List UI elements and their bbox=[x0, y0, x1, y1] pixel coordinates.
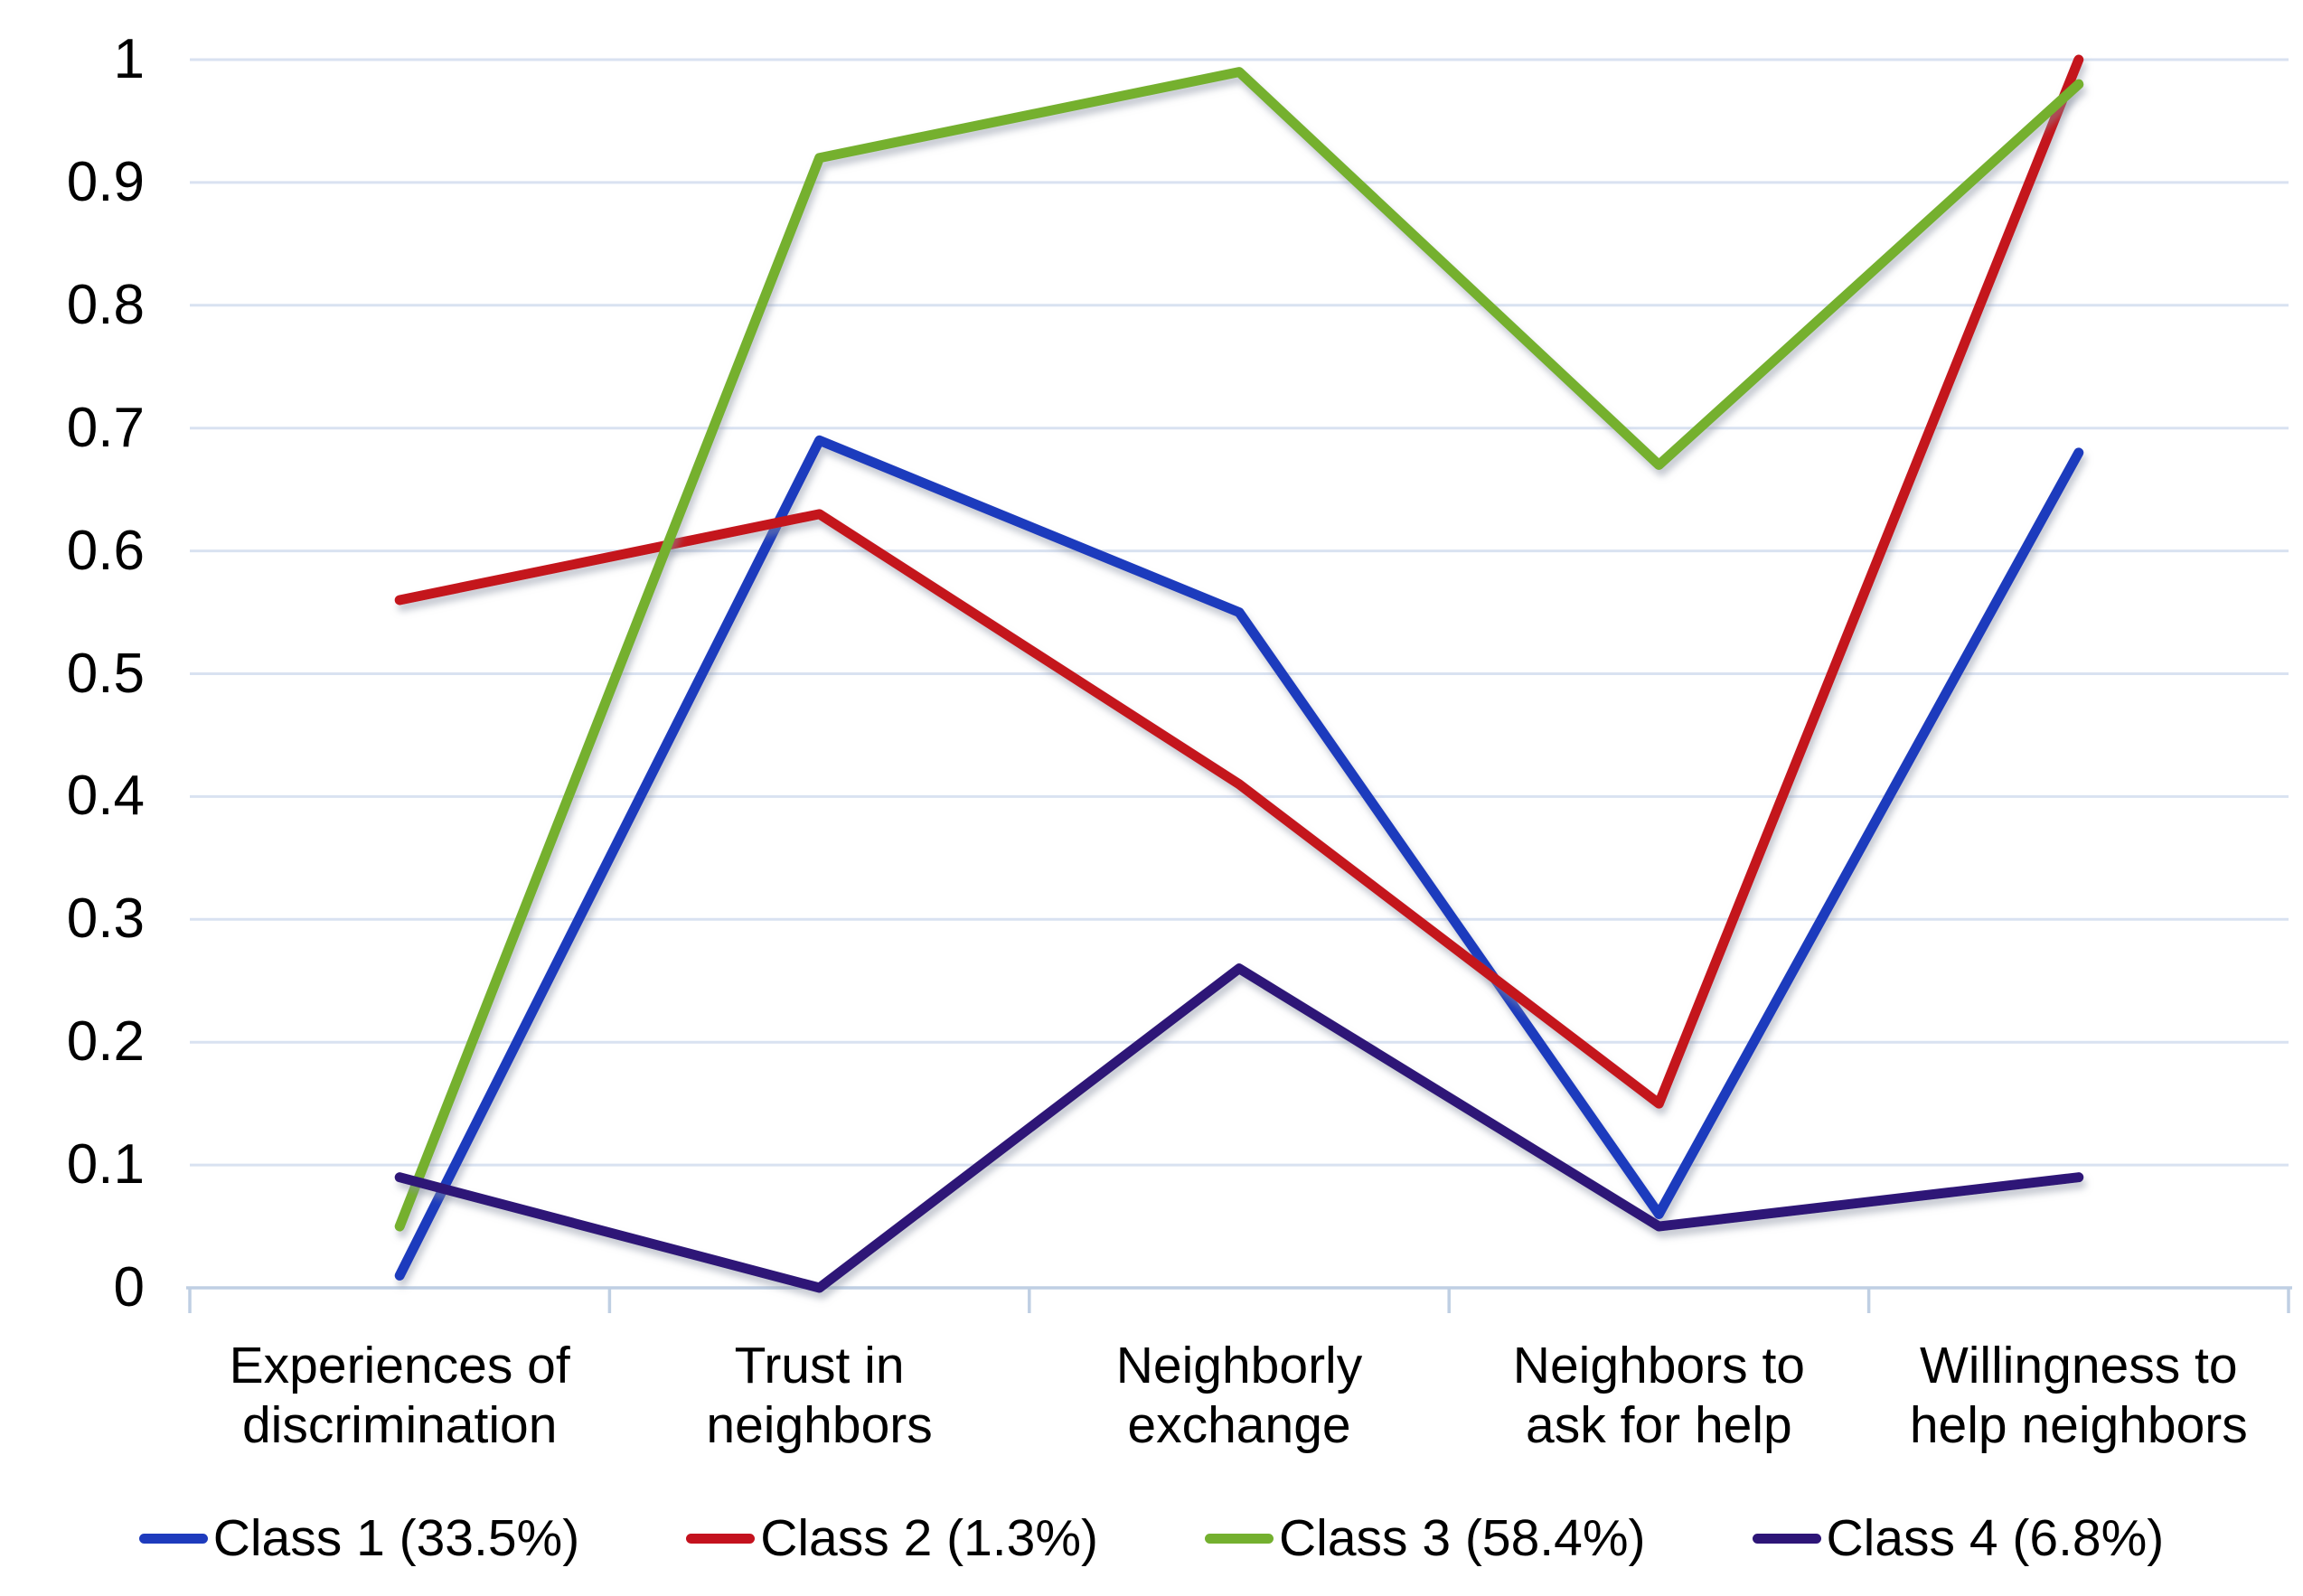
legend-label: Class 2 (1.3%) bbox=[760, 1509, 1098, 1567]
y-tick-label: 0.4 bbox=[66, 765, 145, 828]
legend-label: Class 4 (6.8%) bbox=[1826, 1509, 2165, 1567]
y-tick-label: 0.5 bbox=[66, 642, 145, 705]
legend-swatch bbox=[138, 1533, 208, 1544]
x-axis-label-line: Experiences of bbox=[229, 1337, 570, 1394]
y-tick-label: 0.9 bbox=[66, 150, 145, 213]
y-tick-label: 0.3 bbox=[66, 887, 145, 951]
y-tick-label: 0.6 bbox=[66, 519, 145, 582]
x-axis-label-line: Neighbors to bbox=[1512, 1337, 1805, 1394]
legend: Class 1 (33.5%) Class 2 (1.3%) Class 3 (58… bbox=[0, 1493, 2303, 1583]
x-axis-label: Trust in neighbors bbox=[531, 1336, 1109, 1455]
series-line-class-3-58-4 bbox=[394, 67, 2084, 1232]
legend-item: Class 2 (1.3%) bbox=[686, 1508, 1098, 1568]
legend-label: Class 1 (33.5%) bbox=[212, 1509, 580, 1567]
x-axis-label-line: Trust in bbox=[734, 1337, 905, 1394]
series-line-class-2-1-3 bbox=[394, 54, 2084, 1109]
legend-item: Class 4 (6.8%) bbox=[1752, 1508, 2165, 1568]
y-tick-label: 0.8 bbox=[66, 273, 145, 336]
y-tick-label: 0.2 bbox=[66, 1010, 145, 1074]
x-axis-label-line: discrimination bbox=[241, 1396, 558, 1454]
x-axis-label-line: neighbors bbox=[706, 1396, 933, 1454]
x-axis-label-line: exchange bbox=[1127, 1396, 1351, 1454]
x-axis-label-line: Neighborly bbox=[1115, 1337, 1363, 1394]
legend-swatch bbox=[1205, 1533, 1274, 1544]
legend-item: Class 1 (33.5%) bbox=[138, 1508, 580, 1568]
y-tick-label: 1 bbox=[113, 28, 145, 90]
x-axis-label-line: ask for help bbox=[1526, 1396, 1792, 1454]
x-axis-label: Experiences of discrimination bbox=[110, 1336, 689, 1455]
legend-swatch bbox=[1752, 1533, 1821, 1544]
x-axis-label: Willingness to help neighbors bbox=[1790, 1336, 2303, 1455]
y-tick-label: 0.7 bbox=[66, 396, 145, 459]
x-axis-label-line: help neighbors bbox=[1909, 1396, 2248, 1454]
x-axis-label: Neighborly exchange bbox=[950, 1336, 1528, 1455]
legend-label: Class 3 (58.4%) bbox=[1279, 1509, 1646, 1567]
x-axis-label-line: Willingness to bbox=[1919, 1337, 2238, 1394]
legend-item: Class 3 (58.4%) bbox=[1205, 1508, 1646, 1568]
y-tick-label: 0.1 bbox=[66, 1133, 145, 1197]
legend-swatch bbox=[686, 1533, 756, 1544]
x-axis-label: Neighbors to ask for help bbox=[1369, 1336, 1948, 1455]
series-line-class-1-33-5 bbox=[394, 435, 2084, 1281]
series-line-class-4-6-8 bbox=[394, 963, 2084, 1293]
y-tick-label: 0 bbox=[113, 1256, 145, 1319]
